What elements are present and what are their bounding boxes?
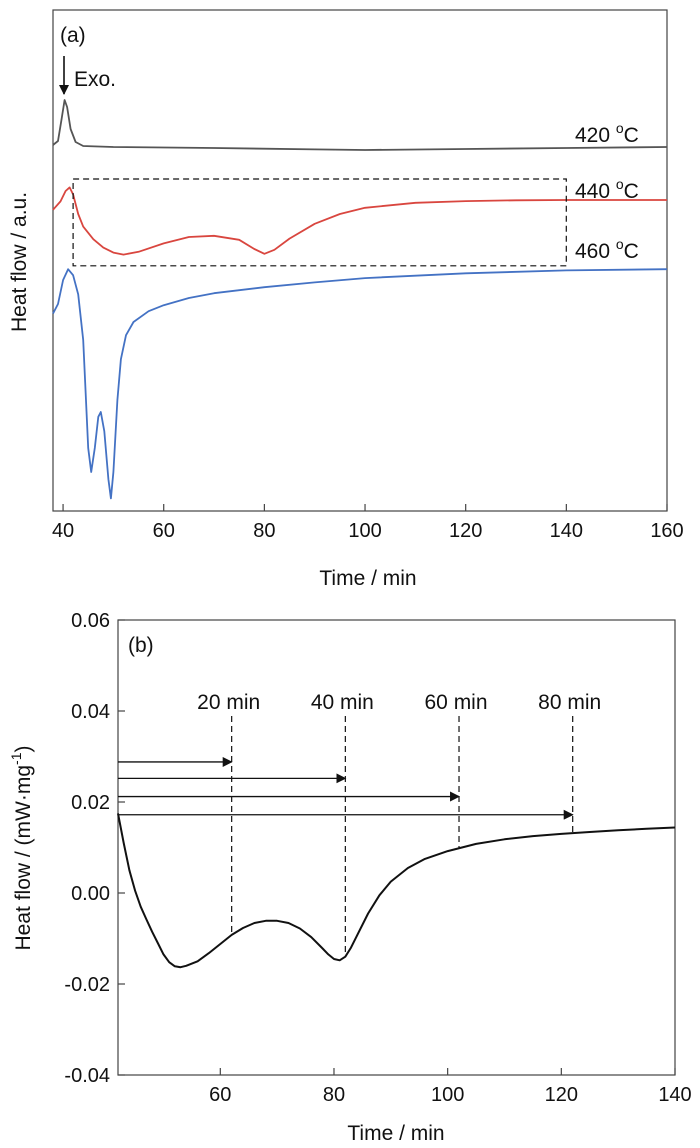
y-tick-label: 0.06: [71, 610, 110, 632]
panel-b: (b) 60 80 100 120 140 -0.04 -0.02 0.00 0.02 0.04 0…: [8, 610, 692, 1145]
x-tick-label: 100: [348, 520, 381, 542]
panel-a: (a) Exo. 40 60 80 100 120 140 160 420 oC 440 o…: [8, 9, 684, 590]
x-tick-label: 40: [52, 520, 74, 542]
x-tick-label: 100: [431, 1084, 464, 1106]
y-tick-label: 0.02: [71, 792, 110, 814]
series-label-460: 460 oC: [575, 236, 639, 263]
panel-a-ylabel: Heat flow / a.u.: [8, 192, 31, 332]
panel-b-xlabel: Time / min: [347, 1122, 444, 1145]
series-label-420: 420 oC: [575, 120, 639, 147]
panel-a-frame: [52, 9, 668, 512]
x-tick-label: 120: [449, 520, 482, 542]
x-tick-label: 140: [658, 1084, 691, 1106]
series-line-3: [52, 268, 668, 500]
time-markers: 20 min 40 min 60 min 80 min: [118, 691, 601, 957]
panel-a-xlabel: Time / min: [319, 567, 416, 590]
exo-label: Exo.: [74, 68, 116, 91]
x-tick-label: 60: [153, 520, 175, 542]
panel-b-ylabel: Heat flow / (mW·mg-1): [8, 746, 35, 951]
heat-flow-line: [117, 813, 676, 969]
series-line-1: [52, 99, 668, 151]
marker-label: 40 min: [311, 691, 374, 714]
marker-label: 80 min: [538, 691, 601, 714]
marker-label: 20 min: [197, 691, 260, 714]
panel-b-frame: [117, 619, 676, 1076]
x-tick-label: 120: [545, 1084, 578, 1106]
panel-b-series: [117, 813, 676, 969]
panel-a-label: (a): [60, 24, 86, 47]
y-tick-label: -0.04: [64, 1065, 110, 1087]
x-tick-label: 80: [253, 520, 275, 542]
panel-a-series: [52, 99, 668, 500]
x-tick-label: 60: [209, 1084, 231, 1106]
y-tick-label: -0.02: [64, 974, 110, 996]
y-tick-label: 0.04: [71, 701, 110, 723]
y-tick-label: 0.00: [71, 883, 110, 905]
marker-label: 60 min: [425, 691, 488, 714]
series-line-2: [52, 186, 667, 256]
panel-a-x-ticks: 40 60 80 100 120 140 160: [52, 504, 684, 542]
x-tick-label: 80: [323, 1084, 345, 1106]
x-tick-label: 140: [550, 520, 583, 542]
series-label-440: 440 oC: [575, 176, 639, 203]
x-tick-label: 160: [650, 520, 683, 542]
panel-b-ticks: 60 80 100 120 140 -0.04 -0.02 0.00 0.02 0.04 0.06: [64, 610, 691, 1106]
panel-b-label: (b): [128, 634, 154, 657]
